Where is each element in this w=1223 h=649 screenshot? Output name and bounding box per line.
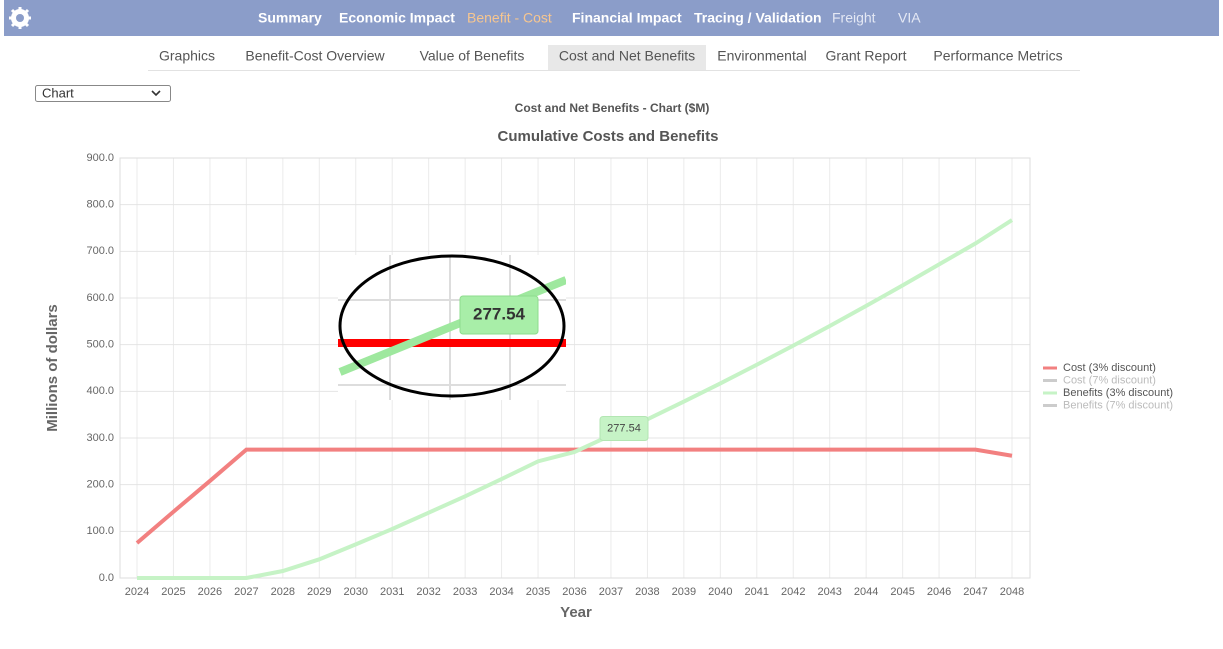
chart-subtitle: Cost and Net Benefits - Chart ($M) (515, 101, 710, 115)
y-tick-label: 100.0 (86, 525, 114, 537)
x-tick-label: 2038 (635, 586, 659, 598)
x-tick-label: 2025 (161, 586, 185, 598)
x-tick-label: 2039 (672, 586, 696, 598)
x-tick-label: 2040 (708, 586, 732, 598)
x-tick-label: 2027 (234, 586, 258, 598)
tooltip-text: 277.54 (607, 422, 641, 434)
x-tick-label: 2037 (599, 586, 623, 598)
x-tick-label: 2044 (854, 586, 878, 598)
y-tick-label: 700.0 (86, 245, 114, 257)
tab[interactable]: Performance Metrics (933, 48, 1062, 64)
series-line (135, 447, 1013, 545)
y-tick-label: 300.0 (86, 432, 114, 444)
y-tick-label: 600.0 (86, 292, 114, 304)
tab[interactable]: Benefit-Cost Overview (245, 48, 385, 64)
y-tick-label: 200.0 (86, 479, 114, 491)
tab[interactable]: Graphics (159, 48, 215, 64)
x-tick-label: 2043 (817, 586, 841, 598)
x-tick-label: 2026 (198, 586, 222, 598)
y-tick-label: 500.0 (86, 339, 114, 351)
nav-item[interactable]: Summary (258, 10, 322, 26)
y-tick-label: 400.0 (86, 385, 114, 397)
tab[interactable]: Environmental (717, 48, 807, 64)
tab[interactable]: Value of Benefits (420, 48, 525, 64)
x-tick-label: 2036 (562, 586, 586, 598)
x-tick-label: 2028 (271, 586, 295, 598)
select[interactable]: Chart (35, 85, 171, 102)
x-tick-label: 2030 (344, 586, 368, 598)
x-tick-label: 2041 (745, 586, 769, 598)
legend-label[interactable]: Benefits (7% discount) (1063, 399, 1173, 411)
y-tick-label: 900.0 (86, 152, 114, 164)
y-tick-label: 800.0 (86, 199, 114, 211)
zoom-inset: 277.54 (338, 254, 566, 400)
active-tab-bg (548, 45, 706, 70)
nav-item-active[interactable]: Benefit - Cost (467, 10, 552, 26)
nav-item[interactable]: Economic Impact (339, 10, 455, 26)
x-tick-label: 2042 (781, 586, 805, 598)
tab[interactable]: Grant Report (826, 48, 907, 64)
inset-tooltip: 277.54 (473, 304, 526, 323)
legend-label[interactable]: Benefits (3% discount) (1063, 387, 1173, 399)
plot-border (119, 157, 1031, 579)
y-axis-label: Millions of dollars (44, 304, 61, 432)
select-value: Chart (42, 85, 74, 100)
nav-bar (4, 0, 1219, 36)
x-tick-label: 2045 (890, 586, 914, 598)
nav-item[interactable]: Tracing / Validation (694, 10, 822, 26)
nav-item[interactable]: Financial Impact (572, 10, 682, 26)
nav-item[interactable]: Freight (832, 10, 876, 26)
tab[interactable]: Cost and Net Benefits (559, 48, 695, 64)
legend-label[interactable]: Cost (7% discount) (1063, 374, 1156, 386)
x-tick-label: 2032 (416, 586, 440, 598)
x-tick-label: 2035 (526, 586, 550, 598)
x-axis-label: Year (560, 604, 592, 621)
plot: 2024 2025 2026 2027 2028 2029 2030 2031 2032 2033… (86, 152, 1173, 598)
x-tick-label: 2046 (927, 586, 951, 598)
x-tick-label: 2034 (489, 586, 513, 598)
x-tick-label: 2031 (380, 586, 404, 598)
x-tick-label: 2033 (453, 586, 477, 598)
chart-title: Cumulative Costs and Benefits (498, 128, 719, 145)
x-tick-label: 2047 (963, 586, 987, 598)
x-tick-label: 2024 (125, 586, 149, 598)
series-line (137, 218, 1014, 580)
x-tick-label: 2029 (307, 586, 331, 598)
y-tick-label: 0.0 (99, 572, 114, 584)
legend-label[interactable]: Cost (3% discount) (1063, 362, 1156, 374)
x-tick-label: 2048 (1000, 586, 1024, 598)
nav-item[interactable]: VIA (898, 10, 921, 26)
settings-icon[interactable] (9, 7, 31, 29)
tooltip-box (599, 415, 649, 441)
